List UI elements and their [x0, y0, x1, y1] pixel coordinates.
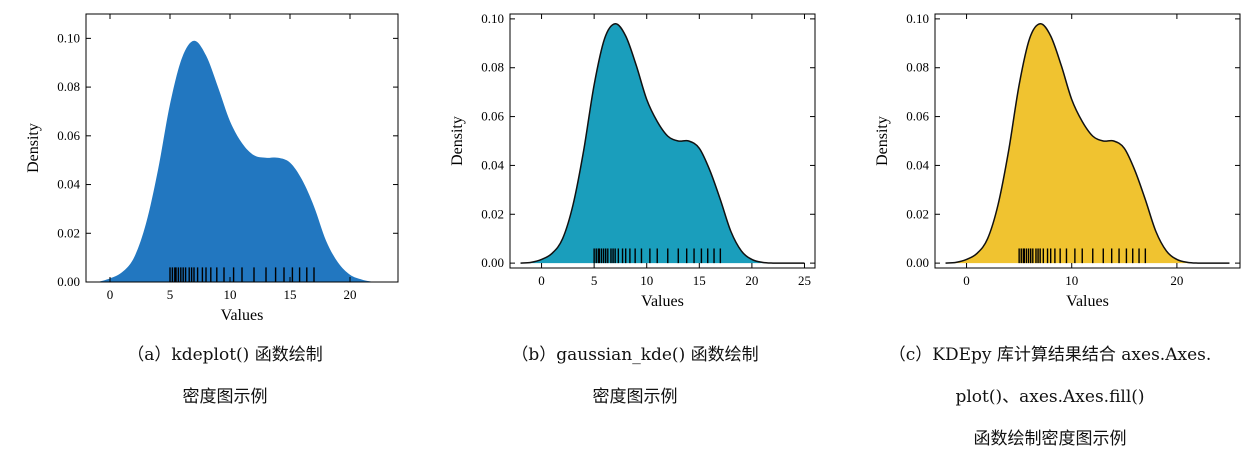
chart-2-xlabel: Values — [1066, 293, 1109, 310]
chart-1-ytick-label-2: 0.04 — [481, 157, 504, 172]
chart-1-axes-frame — [509, 13, 816, 269]
caption-c-line-1: （c）KDEpy 库计算结果结合 axes.Axes. — [888, 345, 1212, 365]
chart-0-xtick-label-0: 0 — [107, 287, 114, 302]
chart-0-ytick-label-4: 0.08 — [57, 79, 80, 94]
chart-0-ytick-label-5: 0.10 — [57, 30, 80, 45]
chart-2-xtick-label-2: 20 — [1170, 273, 1183, 288]
chart-2-ytick-label-5: 0.10 — [906, 11, 929, 26]
chart-2-density-line — [945, 23, 1230, 264]
chart-panel-a: 0.00 0.02 0.04 0.06 0.08 0.10 0 5 10 15 20 Values De… — [25, 13, 399, 324]
caption-b: （b）gaussian_kde() 函数绘制 密度图示例 — [470, 342, 800, 410]
chart-2-axes-frame — [934, 13, 1241, 269]
chart-1-xtick-label-4: 20 — [745, 273, 758, 288]
chart-1-ylabel: Density — [449, 116, 466, 166]
chart-2-ytick-label-2: 0.04 — [906, 157, 929, 172]
chart-2-ylabel: Density — [874, 116, 891, 166]
chart-1-xtick-label-1: 5 — [591, 273, 598, 288]
chart-1-density-line — [520, 23, 805, 264]
chart-0-ylabel: Density — [25, 123, 42, 173]
chart-0-xtick-label-3: 15 — [284, 287, 297, 302]
chart-1-density-area — [520, 23, 805, 264]
chart-1-ytick-label-1: 0.02 — [481, 206, 504, 221]
caption-b-line-2: 密度图示例 — [592, 387, 678, 407]
chart-1-ytick-label-3: 0.06 — [481, 109, 504, 124]
chart-1-xtick-label-0: 0 — [538, 273, 545, 288]
chart-0-ytick-label-1: 0.02 — [57, 225, 80, 240]
chart-2-xtick-label-1: 10 — [1065, 273, 1078, 288]
caption-a-line-1: （a）kdeplot() 函数绘制 — [127, 345, 323, 365]
caption-c: （c）KDEpy 库计算结果结合 axes.Axes. plot()、axes.… — [840, 342, 1259, 452]
chart-1-xtick-label-5: 25 — [798, 273, 811, 288]
chart-panel-b: 0.00 0.02 0.04 0.06 0.08 0.10 0 5 10 15 20 25 Values… — [449, 11, 816, 310]
caption-a-line-2: 密度图示例 — [182, 387, 268, 407]
chart-1-xlabel: Values — [641, 293, 684, 310]
caption-c-line-3: 函数绘制密度图示例 — [973, 429, 1127, 449]
chart-1-ytick-label-0: 0.00 — [481, 255, 504, 270]
chart-0-xtick-label-4: 20 — [344, 287, 357, 302]
chart-0-ytick-label-0: 0.00 — [57, 274, 80, 289]
chart-2-ytick-label-0: 0.00 — [906, 255, 929, 270]
chart-1-xtick-label-3: 15 — [693, 273, 706, 288]
caption-b-line-1: （b）gaussian_kde() 函数绘制 — [511, 345, 759, 365]
chart-2-ytick-label-1: 0.02 — [906, 206, 929, 221]
chart-0-xtick-label-2: 10 — [224, 287, 237, 302]
chart-2-xtick-label-0: 0 — [963, 273, 970, 288]
chart-0-xtick-label-1: 5 — [167, 287, 174, 302]
chart-0-xlabel: Values — [221, 307, 264, 324]
chart-1-xtick-label-2: 10 — [640, 273, 653, 288]
chart-0-axes-frame — [85, 13, 399, 283]
chart-0-density-area — [98, 40, 374, 282]
chart-panel-c: 0.00 0.02 0.04 0.06 0.08 0.10 0 10 20 Values Densi… — [874, 11, 1241, 310]
chart-2-density-area — [945, 23, 1230, 264]
chart-0-ytick-label-3: 0.06 — [57, 128, 80, 143]
chart-1-ytick-label-5: 0.10 — [481, 11, 504, 26]
chart-2-ytick-label-4: 0.08 — [906, 60, 929, 75]
caption-a: （a）kdeplot() 函数绘制 密度图示例 — [60, 342, 390, 410]
chart-0-ytick-label-2: 0.04 — [57, 177, 80, 192]
chart-2-ytick-label-3: 0.06 — [906, 109, 929, 124]
chart-1-ytick-label-4: 0.08 — [481, 60, 504, 75]
caption-c-line-2: plot()、axes.Axes.fill() — [955, 387, 1145, 407]
